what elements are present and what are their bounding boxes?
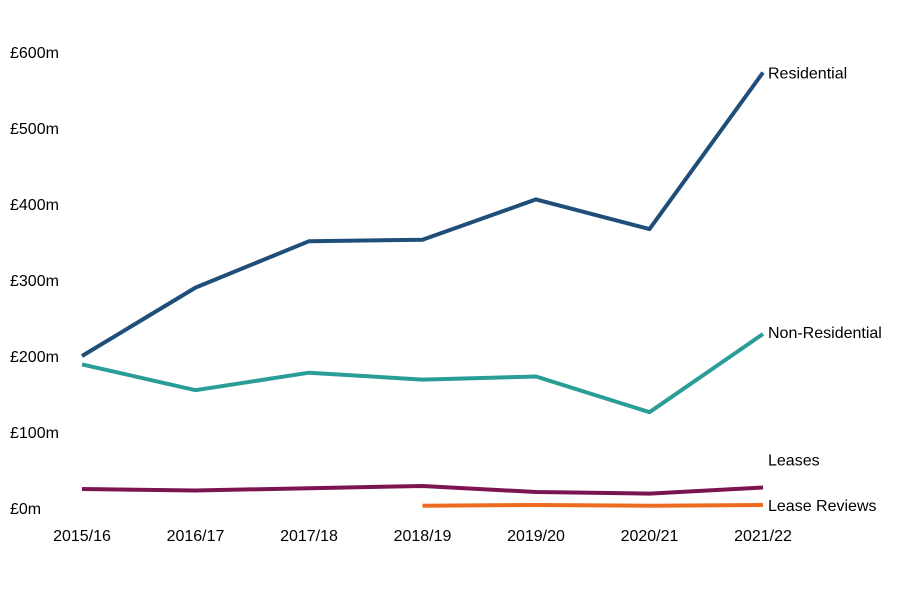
series-labels: Residential Non-Residential Leases Lease Re…: [768, 66, 882, 515]
y-tick-label: £0m: [10, 501, 41, 518]
y-tick-label: £600m: [10, 45, 59, 62]
x-tick-label: 2021/22: [734, 528, 792, 545]
y-axis-tick-labels: £0m £100m £200m £300m £400m £500m £600m: [10, 45, 59, 518]
series-line-lease-reviews: [422, 503, 764, 508]
y-tick-label: £100m: [10, 425, 59, 442]
series-label-lease-reviews: Lease Reviews: [768, 498, 877, 515]
x-tick-label: 2015/16: [53, 528, 111, 545]
series-lines: [80, 71, 765, 508]
series-label-residential: Residential: [768, 66, 847, 83]
x-tick-label: 2016/17: [167, 528, 225, 545]
series-label-leases: Leases: [768, 452, 820, 469]
series-line-non-residential: [81, 332, 765, 415]
y-tick-label: £200m: [10, 349, 59, 366]
x-tick-label: 2017/18: [280, 528, 338, 545]
y-tick-label: £400m: [10, 197, 59, 214]
series-label-non-residential: Non-Residential: [768, 325, 882, 342]
y-tick-label: £300m: [10, 273, 59, 290]
x-tick-label: 2020/21: [621, 528, 679, 545]
x-tick-label: 2019/20: [507, 528, 565, 545]
series-line-residential: [80, 71, 765, 358]
x-tick-label: 2018/19: [394, 528, 452, 545]
series-line-leases: [81, 484, 764, 496]
x-axis-tick-labels: 2015/16 2016/17 2017/18 2018/19 2019/20 2020/…: [53, 528, 792, 545]
y-tick-label: £500m: [10, 121, 59, 138]
